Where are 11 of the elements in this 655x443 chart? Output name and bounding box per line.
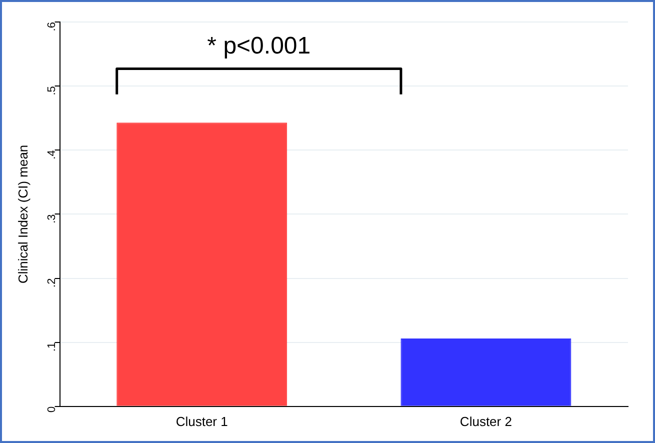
y-tick-label: .5 <box>46 86 58 96</box>
y-tick-label: .1 <box>46 342 58 352</box>
y-tick-label: 0 <box>46 406 58 413</box>
y-tick-label: .2 <box>46 278 58 288</box>
x-tick-label: Cluster 1 <box>176 414 228 429</box>
y-tick-label: .3 <box>46 214 58 224</box>
y-tick-label: .6 <box>46 22 58 32</box>
x-tick-label: Cluster 2 <box>460 414 512 429</box>
y-axis-title: Clinical Index (CI) mean <box>15 144 30 284</box>
y-tick-label: .4 <box>46 150 58 160</box>
annotation: * p<0.001 <box>207 32 311 60</box>
